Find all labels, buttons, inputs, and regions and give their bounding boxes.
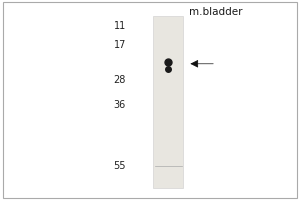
Text: 17: 17 xyxy=(114,40,126,50)
Text: 11: 11 xyxy=(114,21,126,31)
FancyBboxPatch shape xyxy=(153,16,183,188)
Text: 36: 36 xyxy=(114,100,126,110)
Text: m.bladder: m.bladder xyxy=(189,7,243,17)
Text: 55: 55 xyxy=(113,161,126,171)
Text: 28: 28 xyxy=(114,75,126,85)
